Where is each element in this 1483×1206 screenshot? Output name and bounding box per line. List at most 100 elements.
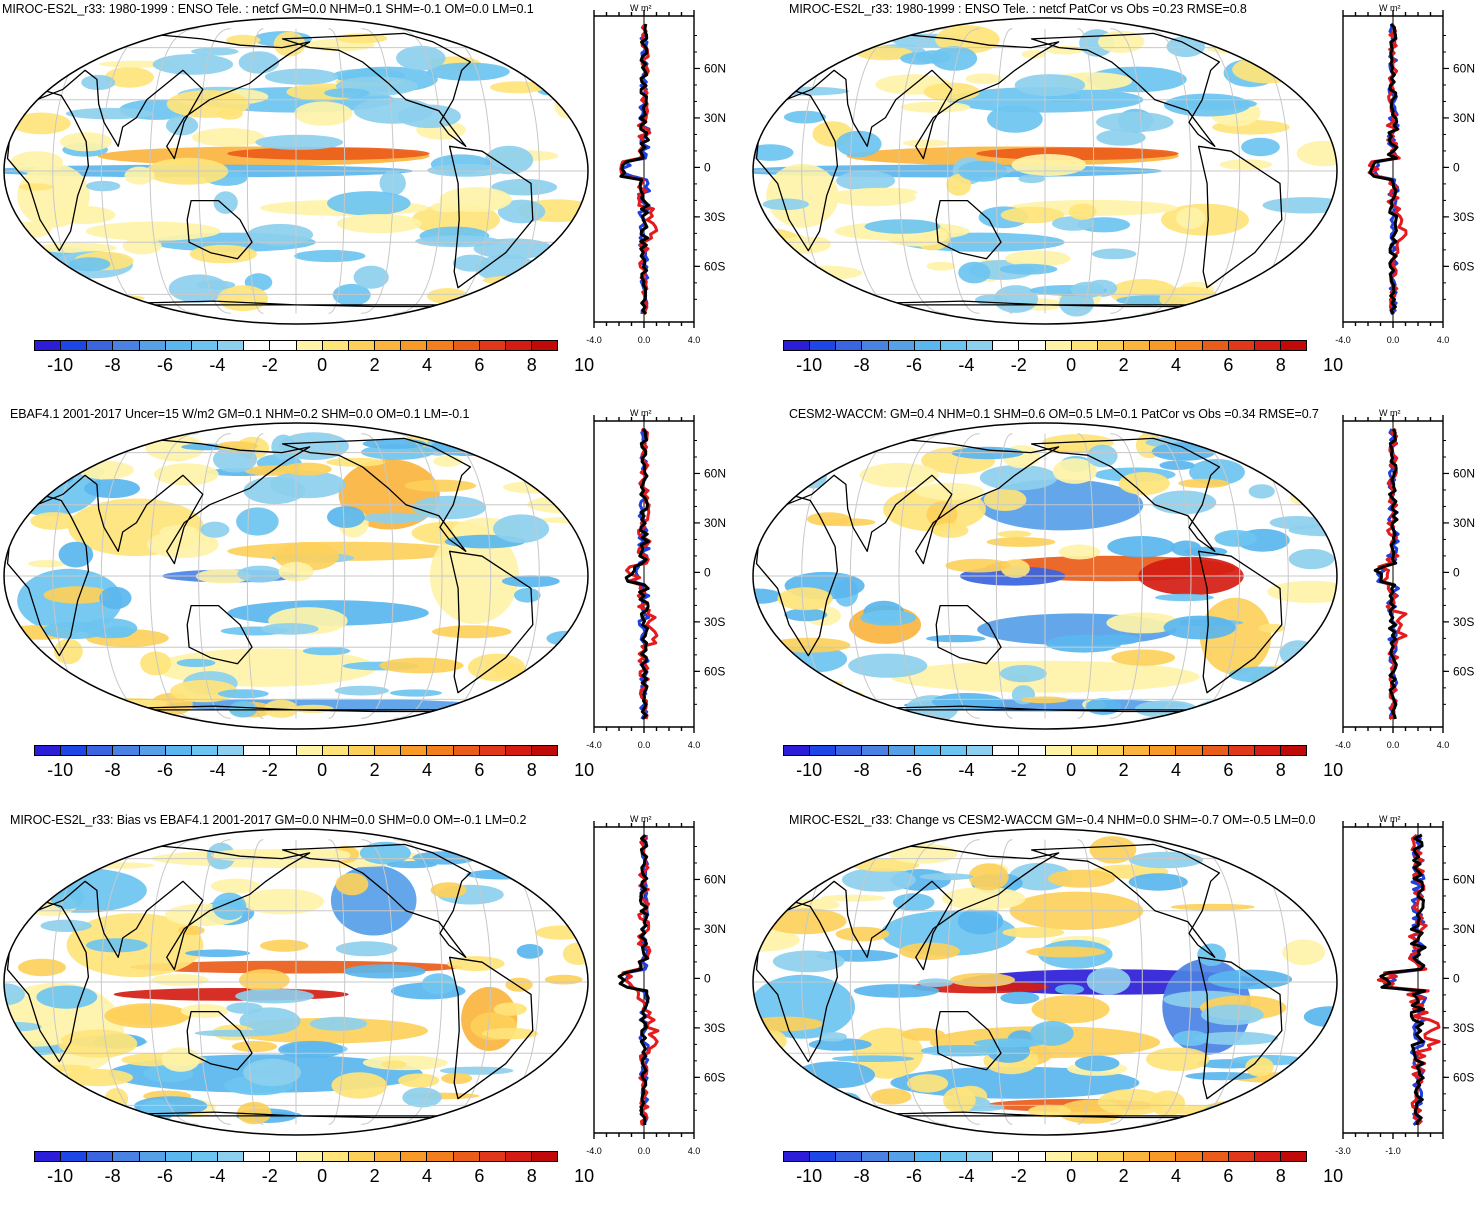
colorbar-tick-label: 4 [421, 1166, 433, 1186]
colorbar-tick-label: 10 [1323, 1166, 1344, 1186]
field-region [999, 665, 1047, 683]
field-region [185, 949, 251, 957]
field-region [1055, 984, 1085, 995]
field-region [1111, 649, 1176, 666]
colorbar-swatch [427, 341, 454, 350]
field-region [1269, 516, 1325, 530]
colorbar-swatch [427, 746, 454, 755]
field-region [1200, 1104, 1249, 1127]
longitude-gridline [198, 28, 231, 314]
field-region [1096, 129, 1146, 146]
field-region [1000, 991, 1040, 1005]
longitude-gridline [1077, 28, 1095, 314]
field-region [1151, 442, 1216, 461]
field-region [10, 151, 63, 174]
field-region [945, 558, 1011, 573]
zonal-mean-profile: 60N 30N 0 30S 60S W m² -4.0 0.0 4.0 [586, 3, 726, 345]
field-region [45, 289, 112, 311]
field-region [16, 868, 147, 913]
longitude-gridline [361, 839, 394, 1125]
field-region [30, 512, 78, 530]
field-region [1005, 250, 1071, 267]
field-region [1248, 484, 1275, 499]
colorbar-swatch [453, 746, 480, 755]
field-region [466, 869, 537, 880]
colorbar-tick-label: 0 [1066, 760, 1077, 780]
field-region [941, 887, 1026, 911]
colorbar-tick-label: -6 [905, 355, 923, 375]
latitude-tick-label: 0 [704, 971, 711, 985]
field-region [247, 223, 314, 246]
colorbar-tick-label: 6 [1223, 1166, 1234, 1186]
colorbar-swatch [1150, 746, 1177, 755]
field-region [973, 1038, 1045, 1048]
field-region [335, 941, 398, 957]
world-map [752, 17, 1338, 325]
field-region [807, 512, 851, 526]
coastline [1030, 32, 1221, 147]
zonal-mean-profile: 60N 30N 0 30S 60S W m² -4.0 0.0 4.0 [586, 408, 726, 750]
longitude-gridline [361, 433, 394, 719]
field-region [1246, 36, 1299, 45]
colorbar-tick-label: -8 [104, 355, 121, 375]
field-region [1170, 903, 1255, 911]
longitude-gridline [1110, 839, 1143, 1125]
colorbar-tick-label: 4 [1170, 355, 1182, 375]
field-region [493, 1002, 527, 1016]
field-region [1166, 36, 1206, 58]
field-region [965, 73, 1002, 84]
field-region [900, 52, 939, 65]
field-region [353, 265, 389, 289]
field-region [903, 139, 949, 147]
colorbar-swatch [1124, 1152, 1151, 1161]
colorbar-swatch [1202, 341, 1229, 350]
field-region [4, 221, 52, 239]
field-region [362, 438, 427, 449]
zonal-mean-line [621, 834, 660, 1126]
profile-x-tick-label: 4.0 [688, 740, 701, 750]
field-region [322, 849, 351, 861]
field-region [238, 51, 280, 74]
longitude-gridline [1142, 433, 1192, 719]
colorbar-tick-label: -10 [796, 760, 823, 780]
longitude-gridline [426, 839, 492, 1125]
longitude-gridline [898, 433, 948, 719]
colorbar-tick-label: -8 [853, 760, 870, 780]
field-region [1185, 1072, 1258, 1081]
latitude-tick-label: 30S [1453, 210, 1474, 224]
coastline [448, 550, 534, 694]
field-region [842, 440, 877, 449]
field-region [919, 873, 974, 881]
latitude-tick-label: 60S [1453, 1070, 1474, 1084]
field-region [901, 1028, 945, 1041]
field-region [1026, 946, 1106, 958]
longitude-gridline [947, 433, 980, 719]
colorbar-swatch [862, 341, 889, 350]
field-region [89, 294, 145, 302]
field-region [931, 693, 1003, 710]
longitude-gridline [995, 433, 1013, 719]
colorbar-swatch [1045, 746, 1072, 755]
profile-x-tick-label: -4.0 [586, 1146, 602, 1156]
coastline [755, 493, 839, 657]
panel-title: MIROC-ES2L_r33: Bias vs EBAF4.1 2001-201… [10, 813, 527, 827]
colorbar-swatch [479, 746, 506, 755]
field-region [544, 974, 583, 985]
colorbar-swatch [888, 746, 915, 755]
latitude-tick-label: 30S [1453, 615, 1474, 629]
colorbar-swatch [862, 1152, 889, 1161]
field-region [161, 1047, 200, 1072]
field-region [43, 586, 113, 604]
longitude-gridline [426, 433, 492, 719]
profile-x-tick-label: 0.0 [638, 740, 651, 750]
coastline [281, 32, 472, 147]
colorbar: -10 -8 -6 -4 -2 0 2 4 6 8 10 [34, 1151, 594, 1191]
colorbar-swatch [296, 1152, 323, 1161]
profile-x-tick-label: -4.0 [586, 740, 602, 750]
colorbar-swatch [1254, 1152, 1281, 1161]
latitude-tick-label: 30S [1453, 1021, 1474, 1035]
field-region [68, 257, 111, 272]
colorbar-tick-label: 6 [1223, 355, 1234, 375]
field-region [62, 1069, 133, 1087]
field-region [787, 37, 840, 54]
